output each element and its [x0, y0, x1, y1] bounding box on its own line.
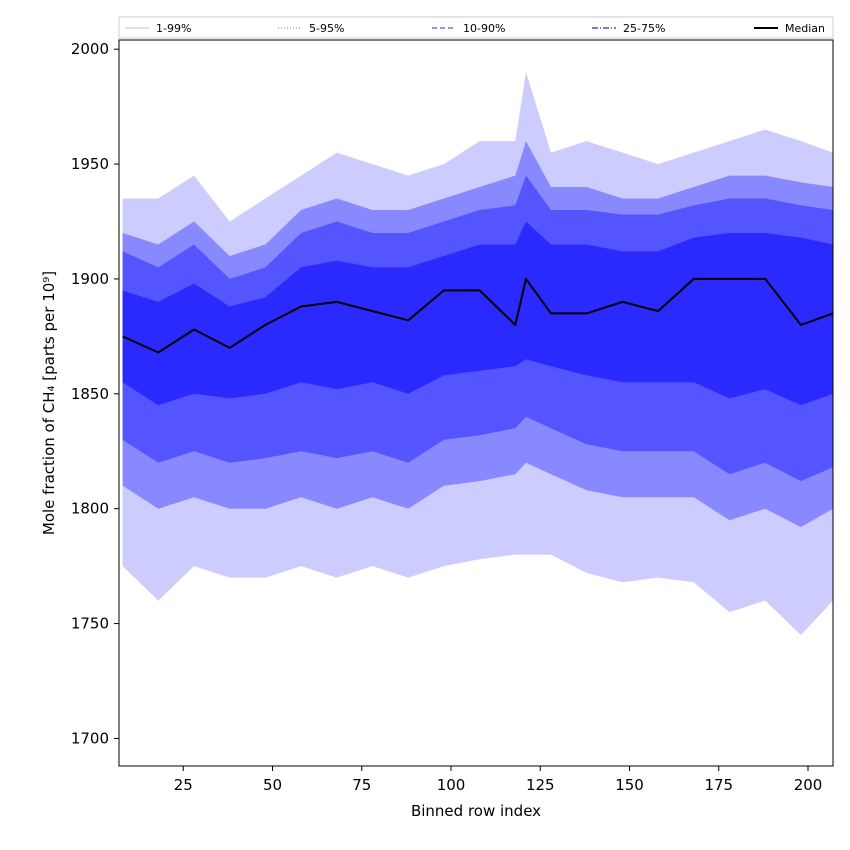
legend-label: 5-95% [309, 22, 344, 35]
legend-label: 1-99% [156, 22, 191, 35]
y-axis-label: Mole fraction of CH₄ [parts per 10⁹] [40, 271, 58, 535]
legend: 1-99% 5-95% 10-90% 25-75% Median [118, 16, 834, 39]
x-tick-label: 50 [263, 776, 282, 794]
y-tick-label: 1900 [71, 270, 109, 288]
plot-frame [118, 39, 834, 767]
median-line [122, 277, 833, 354]
x-tick-label: 100 [437, 776, 466, 794]
legend-label: 10-90% [463, 22, 505, 35]
legend-label: 25-75% [623, 22, 665, 35]
y-tick-label: 1700 [71, 729, 109, 747]
x-axis: 25 50 75 100 125 150 175 200 [174, 766, 823, 794]
y-tick-label: 2000 [71, 40, 109, 58]
median-layer [122, 277, 833, 354]
x-tick-label: 200 [794, 776, 823, 794]
legend-label: Median [785, 22, 825, 35]
y-tick-label: 1850 [71, 385, 109, 403]
y-tick-label: 1950 [71, 155, 109, 173]
x-tick-label: 175 [704, 776, 733, 794]
percentile-bands [122, 72, 833, 635]
x-tick-label: 25 [174, 776, 193, 794]
band-25-75% [122, 221, 833, 406]
x-axis-label: Binned row index [411, 802, 541, 820]
x-tick-label: 150 [615, 776, 644, 794]
legend-box [118, 16, 834, 39]
x-tick-label: 75 [352, 776, 371, 794]
y-axis: 1700 1750 1800 1850 1900 1950 2000 [71, 40, 119, 747]
x-tick-label: 125 [526, 776, 555, 794]
y-tick-label: 1800 [71, 500, 109, 518]
y-tick-label: 1750 [71, 615, 109, 633]
